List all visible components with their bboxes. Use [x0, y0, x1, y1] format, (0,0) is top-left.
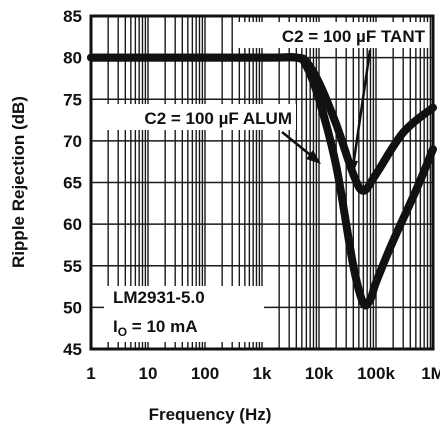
io-label: IO = 10 mA	[113, 317, 197, 339]
x-tick-label: 100k	[357, 364, 395, 383]
alum-arrowhead	[306, 150, 321, 164]
y-tick-label: 55	[63, 257, 82, 276]
alum-label-bg	[100, 104, 296, 130]
io-sub: O	[118, 325, 127, 339]
y-tick-label: 50	[63, 298, 82, 317]
x-tick-label: 10	[139, 364, 158, 383]
plot-frame	[89, 14, 435, 351]
x-tick-label: 10k	[305, 364, 334, 383]
y-tick-label: 65	[63, 174, 82, 193]
y-tick-label: 85	[63, 7, 82, 26]
x-tick-label: 1	[86, 364, 95, 383]
tant-label-bg	[233, 22, 429, 48]
curves	[87, 52, 437, 310]
device-label: LM2931-5.0	[113, 288, 205, 307]
y-tick-label: 80	[63, 49, 82, 68]
device-label-bg	[104, 286, 264, 342]
y-tick-label: 45	[63, 340, 82, 359]
tant-label: C2 = 100 µF TANT	[282, 27, 426, 46]
tant-arrow-line	[350, 49, 372, 175]
y-tick-label: 60	[63, 215, 82, 234]
y-tick-labels: 45 50 55 60 65 70 75 80 85	[63, 7, 82, 359]
x-axis-title: Frequency (Hz)	[149, 405, 272, 424]
x-tick-label: 1k	[253, 364, 272, 383]
io-value: = 10 mA	[127, 317, 197, 336]
x-tick-label: 100	[191, 364, 219, 383]
alum-label: C2 = 100 µF ALUM	[144, 109, 292, 128]
x-tick-label: 1M	[421, 364, 440, 383]
y-tick-label: 75	[63, 90, 82, 109]
y-tick-label: 70	[63, 132, 82, 151]
io-main: I	[113, 317, 118, 336]
x-tick-labels: 1 10 100 1k 10k 100k 1M	[86, 364, 440, 383]
series-alum-line	[87, 52, 437, 310]
y-axis-title: Ripple Rejection (dB)	[9, 96, 28, 268]
tant-arrowhead	[347, 160, 358, 176]
